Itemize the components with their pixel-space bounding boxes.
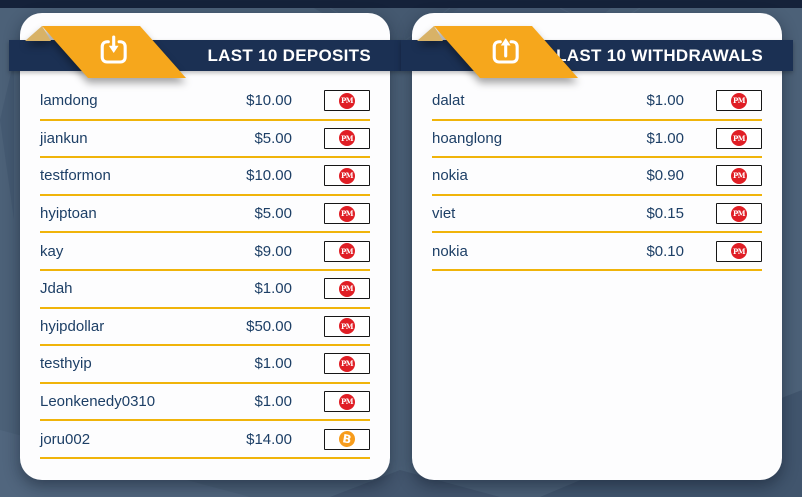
last-deposits-panel: LAST 10 DEPOSITS lamdong $10.00 PM jiank… [9, 13, 401, 480]
username: kay [40, 242, 64, 260]
perfectmoney-badge: PM [716, 203, 762, 225]
amount: $9.00 [254, 242, 292, 260]
payment-method-icon: PM [731, 92, 747, 109]
username: testhyip [40, 355, 92, 373]
transaction-row: Jdah $1.00 PM [40, 271, 370, 309]
perfectmoney-badge: PM [324, 90, 370, 112]
transaction-row: joru002 $14.00 B [40, 421, 370, 459]
amount: $1.00 [646, 129, 684, 147]
amount: $50.00 [246, 317, 292, 335]
username: lamdong [40, 92, 98, 110]
username: joru002 [40, 430, 91, 448]
amount: $1.00 [254, 280, 292, 298]
username: dalat [432, 92, 465, 110]
username: viet [432, 205, 456, 223]
perfectmoney-badge: PM [324, 315, 370, 337]
perfectmoney-badge: PM [324, 165, 370, 187]
amount: $1.00 [254, 355, 292, 373]
perfectmoney-badge: PM [716, 90, 762, 112]
amount: $14.00 [246, 430, 292, 448]
transaction-row: nokia $0.90 PM [432, 158, 762, 196]
payment-method-icon: PM [339, 355, 355, 372]
perfectmoney-badge: PM [324, 203, 370, 225]
perfectmoney-badge: PM [324, 127, 370, 149]
payment-method-icon: PM [339, 130, 355, 147]
payment-method-icon: PM [339, 318, 355, 335]
withdrawals-ribbon [417, 26, 578, 78]
perfectmoney-badge: PM [716, 165, 762, 187]
payment-method-icon: PM [731, 205, 747, 222]
username: nokia [432, 167, 468, 185]
username: hyiptoan [40, 205, 97, 223]
payment-method-icon: PM [731, 130, 747, 147]
username: jiankun [40, 129, 88, 147]
download-icon [100, 35, 127, 64]
payment-method-icon: PM [339, 280, 355, 297]
amount: $1.00 [254, 393, 292, 411]
transaction-row: hoanglong $1.00 PM [432, 121, 762, 159]
username: Leonkenedy0310 [40, 393, 156, 411]
amount: $0.15 [646, 205, 684, 223]
amount: $5.00 [254, 205, 292, 223]
transaction-row: kay $9.00 PM [40, 233, 370, 271]
payment-method-icon: B [337, 429, 357, 449]
perfectmoney-badge: PM [324, 240, 370, 262]
deposits-ribbon [25, 26, 186, 78]
payment-method-icon: PM [339, 205, 355, 222]
username: Jdah [40, 280, 73, 298]
perfectmoney-badge: PM [324, 391, 370, 413]
amount: $5.00 [254, 129, 292, 147]
perfectmoney-badge: PM [324, 278, 370, 300]
perfectmoney-badge: PM [324, 353, 370, 375]
transaction-row: jiankun $5.00 PM [40, 121, 370, 159]
transaction-row: hyiptoan $5.00 PM [40, 196, 370, 234]
top-accent-bar [0, 0, 802, 8]
payment-method-icon: PM [339, 167, 355, 184]
payment-method-icon: PM [339, 92, 355, 109]
bitcoin-badge: B [324, 428, 370, 450]
transaction-row: testhyip $1.00 PM [40, 346, 370, 384]
transaction-row: hyipdollar $50.00 PM [40, 309, 370, 347]
transactions-list: lamdong $10.00 PM jiankun $5.00 PM testf… [20, 13, 390, 459]
last-withdrawals-panel: LAST 10 WITHDRAWALS dalat $1.00 PM hoang… [401, 13, 793, 480]
transaction-row: lamdong $10.00 PM [40, 83, 370, 121]
amount: $10.00 [246, 167, 292, 185]
transaction-row: nokia $0.10 PM [432, 233, 762, 271]
amount: $0.10 [646, 242, 684, 260]
upload-icon [492, 38, 519, 64]
payment-method-icon: PM [339, 393, 355, 410]
perfectmoney-badge: PM [716, 240, 762, 262]
username: testformon [40, 167, 111, 185]
transaction-row: testformon $10.00 PM [40, 158, 370, 196]
transaction-row: viet $0.15 PM [432, 196, 762, 234]
transactions-list: dalat $1.00 PM hoanglong $1.00 PM nokia … [412, 13, 782, 271]
username: hyipdollar [40, 317, 105, 335]
amount: $0.90 [646, 167, 684, 185]
payment-method-icon: PM [731, 167, 747, 184]
payment-method-icon: PM [731, 243, 747, 260]
username: hoanglong [432, 129, 503, 147]
transaction-row: Leonkenedy0310 $1.00 PM [40, 384, 370, 422]
transaction-row: dalat $1.00 PM [432, 83, 762, 121]
withdrawals-title: LAST 10 WITHDRAWALS [556, 46, 763, 65]
amount: $1.00 [646, 92, 684, 110]
perfectmoney-badge: PM [716, 127, 762, 149]
payment-method-icon: PM [339, 243, 355, 260]
amount: $10.00 [246, 92, 292, 110]
deposits-title: LAST 10 DEPOSITS [207, 46, 371, 65]
username: nokia [432, 242, 468, 260]
